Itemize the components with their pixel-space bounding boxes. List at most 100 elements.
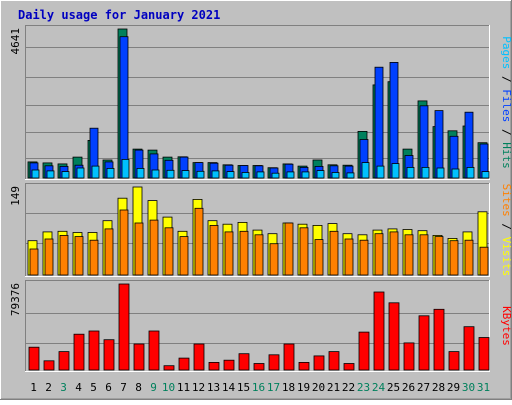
y-axis-legend: Pages / Files / Hits	[500, 36, 512, 169]
bar-sites-day-15	[239, 230, 249, 276]
bar-kbytes-day-3	[58, 351, 70, 371]
bar-sites-day-10	[164, 227, 174, 276]
bar-files-day-25	[389, 62, 399, 179]
bar-pages-day-14	[226, 171, 235, 179]
bar-kbytes-day-2	[43, 360, 55, 371]
bar-kbytes-day-12	[193, 343, 205, 371]
bar-pages-day-3	[61, 171, 70, 179]
bar-sites-day-29	[449, 240, 459, 276]
legend-part: Visits	[500, 237, 512, 277]
bar-pages-day-26	[406, 166, 415, 179]
x-label-day-5: 5	[90, 381, 97, 394]
bar-kbytes-day-18	[283, 343, 295, 371]
bar-pages-day-23	[361, 162, 370, 179]
x-label-day-11: 11	[177, 381, 190, 394]
bar-pages-day-1	[31, 169, 40, 179]
legend-part: /	[500, 217, 512, 237]
x-label-day-10: 10	[162, 381, 175, 394]
bar-kbytes-day-16	[253, 363, 265, 371]
bar-sites-day-12	[194, 207, 204, 276]
bar-pages-day-22	[346, 172, 355, 179]
x-label-day-4: 4	[75, 381, 82, 394]
bar-kbytes-day-19	[298, 361, 310, 371]
x-label-day-16: 16	[252, 381, 265, 394]
legend-part: Sites	[500, 184, 512, 217]
bar-pages-day-7	[121, 158, 130, 179]
bar-sites-day-4	[74, 236, 84, 276]
x-label-day-22: 22	[342, 381, 355, 394]
legend-part: Pages	[500, 36, 512, 69]
x-label-day-29: 29	[447, 381, 460, 394]
y-axis-legend: Sites / Visits	[500, 184, 512, 277]
bar-sites-day-28	[434, 236, 444, 276]
bar-sites-day-23	[359, 239, 369, 276]
bar-pages-day-4	[76, 167, 85, 179]
bar-sites-day-24	[374, 233, 384, 276]
x-label-day-27: 27	[417, 381, 430, 394]
bar-sites-day-21	[329, 230, 339, 276]
bar-sites-day-9	[149, 219, 159, 276]
bar-sites-day-30	[464, 239, 474, 276]
x-label-day-21: 21	[327, 381, 340, 394]
bar-sites-day-13	[209, 224, 219, 276]
bar-kbytes-day-17	[268, 354, 280, 371]
x-label-day-15: 15	[237, 381, 250, 394]
bar-sites-day-17	[269, 243, 279, 276]
legend-part: Files	[500, 89, 512, 122]
bar-pages-day-2	[46, 170, 55, 179]
bar-kbytes-day-27	[418, 315, 430, 371]
bar-pages-day-30	[466, 166, 475, 179]
y-max-label: 4641	[9, 28, 22, 55]
bar-kbytes-day-22	[343, 363, 355, 371]
bar-pages-day-29	[451, 168, 460, 179]
bar-sites-day-27	[419, 234, 429, 276]
x-label-day-9: 9	[150, 381, 157, 394]
bar-sites-day-26	[404, 234, 414, 276]
bar-pages-day-5	[91, 165, 100, 179]
bar-sites-day-2	[44, 238, 54, 276]
series-kbytes	[28, 283, 490, 371]
bar-kbytes-day-6	[103, 339, 115, 371]
bar-pages-day-20	[316, 170, 325, 179]
bar-pages-day-18	[286, 171, 295, 179]
x-label-day-24: 24	[372, 381, 386, 394]
bar-sites-day-7	[119, 209, 129, 276]
bar-pages-day-12	[196, 170, 205, 179]
bar-kbytes-day-24	[373, 291, 385, 371]
bar-sites-day-20	[314, 239, 324, 276]
x-label-day-19: 19	[297, 381, 310, 394]
x-label-day-1: 1	[30, 381, 37, 394]
bar-kbytes-day-7	[118, 283, 130, 371]
x-label-day-20: 20	[312, 381, 325, 394]
bar-pages-day-9	[151, 169, 160, 179]
y-max-label: 149	[9, 186, 22, 206]
chart-panels: 4641 Pages / Files / Hits 149 Sites / Visit…	[9, 25, 512, 372]
bar-kbytes-day-4	[73, 333, 85, 371]
bar-kbytes-day-5	[88, 330, 100, 371]
bar-kbytes-day-26	[403, 342, 415, 371]
bar-kbytes-day-21	[328, 351, 340, 371]
bar-pages-day-31	[481, 171, 490, 179]
x-label-day-30: 30	[462, 381, 475, 394]
panel-3: 79376 KBytes	[9, 280, 512, 372]
legend-part: /	[500, 122, 512, 142]
x-label-day-13: 13	[207, 381, 220, 394]
x-label-day-26: 26	[402, 381, 415, 394]
bar-sites-day-3	[59, 234, 69, 276]
y-max-label: 79376	[9, 283, 22, 316]
bar-pages-day-24	[376, 165, 385, 179]
bar-pages-day-25	[391, 163, 400, 179]
bar-sites-day-25	[389, 231, 399, 276]
bar-pages-day-21	[331, 172, 340, 179]
bar-kbytes-day-30	[463, 326, 475, 371]
bar-pages-day-19	[301, 171, 310, 179]
bar-pages-day-8	[136, 167, 145, 179]
bar-pages-day-6	[106, 167, 115, 179]
bar-kbytes-day-1	[28, 346, 40, 371]
legend-part: /	[500, 69, 512, 89]
x-label-day-8: 8	[135, 381, 142, 394]
x-label-day-28: 28	[432, 381, 445, 394]
bar-files-day-7	[119, 36, 129, 179]
x-label-day-12: 12	[192, 381, 205, 394]
